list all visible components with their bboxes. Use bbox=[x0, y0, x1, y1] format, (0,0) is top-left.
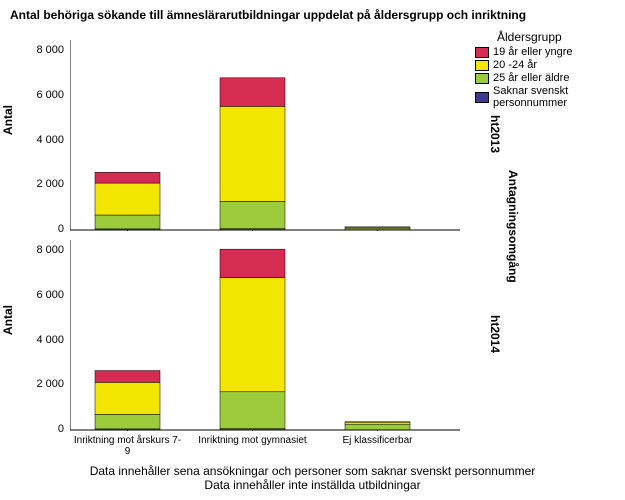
bar-segment bbox=[220, 201, 285, 228]
legend-item: 19 år eller yngre bbox=[475, 46, 620, 58]
legend-label: Saknar svenskt personnummer bbox=[493, 85, 603, 109]
bar-segment bbox=[220, 392, 285, 429]
legend-title: Åldersgrupp bbox=[475, 30, 620, 44]
legend-swatch bbox=[475, 47, 489, 58]
x-tick-label: Ej klassificerbar bbox=[323, 435, 433, 446]
x-tick-label: Inriktning mot årskurs 7-9 bbox=[73, 435, 183, 457]
legend-item: Saknar svenskt personnummer bbox=[475, 85, 620, 109]
bar-segment bbox=[220, 249, 285, 278]
bar-segment bbox=[220, 278, 285, 392]
y-tick-label: 0 bbox=[28, 223, 64, 235]
legend-label: 25 år eller äldre bbox=[493, 72, 569, 84]
bar-segment bbox=[345, 424, 410, 430]
panel-label: ht2014 bbox=[488, 315, 502, 353]
chart-panel bbox=[70, 240, 460, 431]
y-tick-label: 6 000 bbox=[28, 89, 64, 101]
bar-segment bbox=[345, 228, 410, 230]
bar-segment bbox=[220, 106, 285, 201]
y-tick-label: 8 000 bbox=[28, 244, 64, 256]
bar-segment bbox=[95, 414, 160, 429]
footer-line1: Data innehåller sena ansökningar och per… bbox=[0, 464, 625, 478]
legend-label: 20 -24 år bbox=[493, 59, 537, 71]
bar-segment bbox=[95, 215, 160, 229]
bar-segment bbox=[95, 371, 160, 383]
side-label-antagning: Antagningsomgång bbox=[506, 170, 520, 283]
bar-segment bbox=[220, 78, 285, 107]
legend: Åldersgrupp 19 år eller yngre20 -24 år25… bbox=[475, 30, 620, 110]
y-tick-label: 6 000 bbox=[28, 289, 64, 301]
legend-item: 25 år eller äldre bbox=[475, 72, 620, 84]
legend-swatch bbox=[475, 73, 489, 84]
legend-swatch bbox=[475, 60, 489, 71]
legend-label: 19 år eller yngre bbox=[493, 46, 573, 58]
bar-segment bbox=[95, 183, 160, 215]
bar-segment bbox=[345, 422, 410, 424]
x-tick-label: Inriktning mot gymnasiet bbox=[198, 435, 308, 446]
y-tick-label: 8 000 bbox=[28, 44, 64, 56]
footer-line2: Data innehåller inte inställda utbildnin… bbox=[0, 478, 625, 492]
y-tick-label: 2 000 bbox=[28, 178, 64, 190]
bar-segment bbox=[95, 172, 160, 183]
legend-item: 20 -24 år bbox=[475, 59, 620, 71]
chart-title: Antal behöriga sökande till ämneslärarut… bbox=[10, 8, 526, 22]
panel-label: ht2013 bbox=[488, 115, 502, 153]
legend-swatch bbox=[475, 92, 489, 103]
chart-panel bbox=[70, 40, 460, 231]
y-tick-label: 0 bbox=[28, 423, 64, 435]
y-axis-label: Antal bbox=[1, 305, 15, 335]
y-tick-label: 4 000 bbox=[28, 134, 64, 146]
y-axis-label: Antal bbox=[1, 105, 15, 135]
bar-segment bbox=[95, 382, 160, 414]
y-tick-label: 2 000 bbox=[28, 378, 64, 390]
y-tick-label: 4 000 bbox=[28, 334, 64, 346]
